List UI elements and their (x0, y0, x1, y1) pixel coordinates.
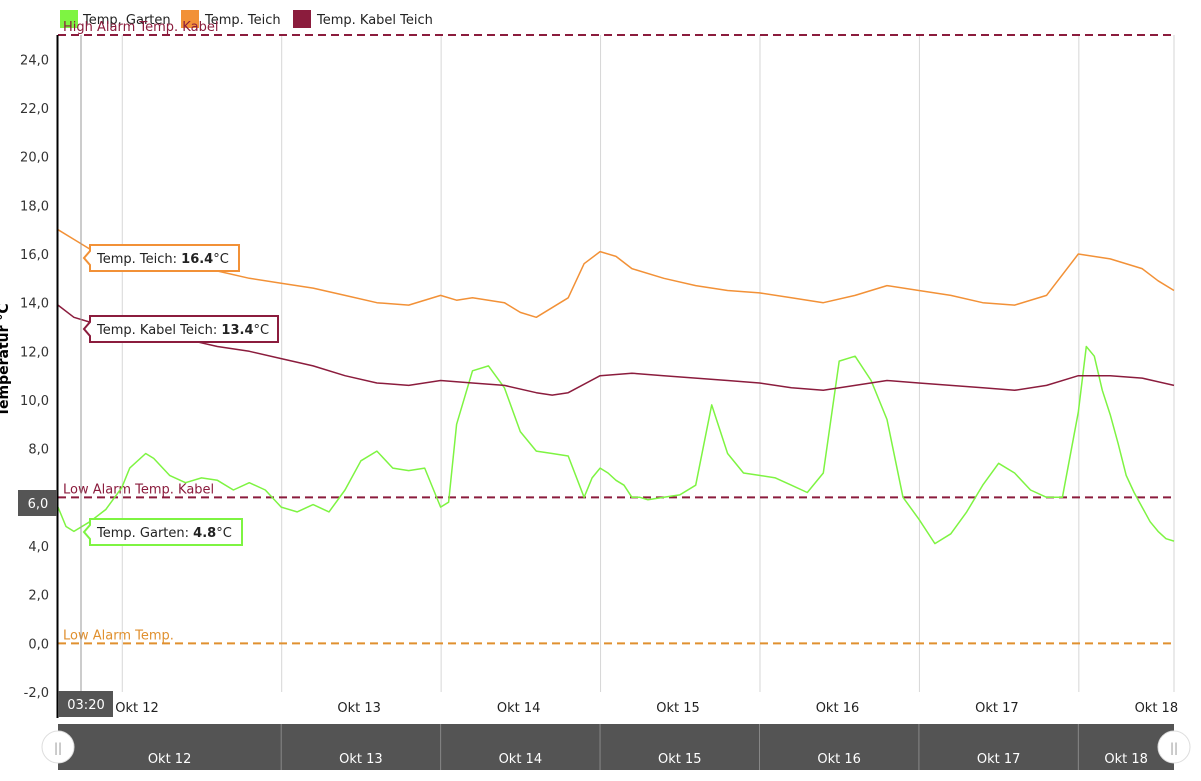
navigator[interactable]: Okt 12 Okt 13 Okt 14 Okt 15 Okt 16 Okt 17 Okt … (41, 724, 1191, 770)
y-tick-label: 12,0 (20, 345, 49, 360)
navigator-handle-right[interactable]: || (1157, 730, 1191, 764)
x-axis-ticks: Okt 12 Okt 13 Okt 14 Okt 15 Okt 16 Okt 17 Okt … (115, 701, 1178, 716)
crosshair-x-label-text: 03:20 (67, 698, 104, 713)
legend-swatch-garten (60, 10, 78, 28)
legend-swatch-kabel-teich (293, 10, 311, 28)
x-tick-label: Okt 16 (816, 701, 860, 716)
x-tick-label: Okt 17 (975, 701, 1019, 716)
legend-label-garten: Temp. Garten (82, 13, 171, 28)
alarm-line-label: High Alarm Temp. Kabel (63, 20, 218, 35)
grid (121, 35, 1175, 692)
x-tick-label: Okt 13 (337, 701, 381, 716)
navigator-handle-left-grip-icon: || (54, 741, 62, 755)
navigator-handle-right-circle[interactable] (1157, 730, 1191, 764)
tooltip-garten-unit: °C (216, 526, 232, 541)
tooltip-teich-box (82, 244, 240, 272)
alarm-line-label: Low Alarm Temp. (63, 628, 174, 643)
crosshair-y-label-box (18, 490, 57, 516)
series (57, 229, 1175, 545)
navigator-label: Okt 16 (817, 752, 861, 767)
tooltip-kabel-teich-prefix: Temp. Kabel Teich: (96, 323, 221, 338)
crosshair-x-label: 03:20 (58, 691, 113, 717)
x-tick-label: Okt 18 (1135, 701, 1179, 716)
y-tick-label: 24,0 (20, 53, 49, 68)
alarm-lines: High Alarm Temp. Kabel Low Alarm Temp. Ka… (58, 20, 1174, 645)
crosshair-y-label-text: 6,0 (28, 497, 49, 512)
y-tick-label: 14,0 (20, 297, 49, 312)
tooltip-kabel-teich-unit: °C (254, 323, 270, 338)
legend-label-kabel-teich: Temp. Kabel Teich (316, 13, 433, 28)
tooltip-garten: Temp. Garten: 4.8°C (82, 518, 243, 546)
crosshair-x-label-box (58, 691, 113, 717)
tooltip-garten-value: 4.8 (193, 526, 216, 541)
series-line-1[interactable] (57, 229, 1175, 319)
y-tick-label: 2,0 (28, 589, 49, 604)
navigator-label: Okt 14 (499, 752, 543, 767)
legend-swatch-teich (181, 10, 199, 28)
navigator-handle-right-grip-icon: || (1170, 741, 1178, 755)
navigator-handle-left-circle[interactable] (41, 730, 75, 764)
tooltip-teich: Temp. Teich: 16.4°C (82, 244, 240, 272)
y-tick-label: -2,0 (24, 686, 49, 701)
navigator-label: Okt 12 (148, 752, 192, 767)
tooltip-garten-prefix: Temp. Garten: (96, 526, 193, 541)
y-tick-label: 16,0 (20, 248, 49, 263)
y-tick-label: 22,0 (20, 102, 49, 117)
series-line-0[interactable] (57, 345, 1175, 545)
alarm-line-label: Low Alarm Temp. Kabel (63, 482, 214, 497)
crosshair-y-label: 6,0 (18, 490, 57, 516)
y-tick-label: 10,0 (20, 394, 49, 409)
tooltip-teich-text: Temp. Teich: 16.4°C (96, 252, 229, 267)
legend-item-garten[interactable]: Temp. Garten (60, 10, 171, 28)
series-line-2[interactable] (57, 304, 1175, 396)
navigator-labels: Okt 12 Okt 13 Okt 14 Okt 15 Okt 16 Okt 17 Okt … (148, 724, 1148, 770)
y-tick-label: 4,0 (28, 540, 49, 555)
tooltip-garten-text: Temp. Garten: 4.8°C (96, 526, 232, 541)
legend-label-teich: Temp. Teich (204, 13, 281, 28)
tooltip-teich-unit: °C (213, 252, 229, 267)
navigator-handle-left[interactable]: || (41, 730, 75, 764)
tooltip-kabel-teich-text: Temp. Kabel Teich: 13.4°C (96, 323, 269, 338)
navigator-background (58, 724, 1174, 770)
tooltip-teich-prefix: Temp. Teich: (96, 252, 181, 267)
y-tick-label: 0,0 (28, 637, 49, 652)
navigator-label: Okt 13 (339, 752, 383, 767)
y-axis-ticks: -2,0 0,0 2,0 4,0 6,0 8,0 10,0 12,0 14,0 16,0 18,0 2… (20, 53, 49, 701)
x-tick-label: Okt 12 (115, 701, 159, 716)
legend-item-teich[interactable]: Temp. Teich (181, 10, 281, 28)
legend: Temp. Garten Temp. Teich Temp. Kabel Tei… (60, 10, 433, 28)
y-tick-label: 8,0 (28, 443, 49, 458)
tooltip-kabel-teich-value: 13.4 (221, 323, 253, 338)
navigator-label: Okt 18 (1104, 752, 1148, 767)
y-tick-label: 20,0 (20, 151, 49, 166)
tooltip-kabel-teich-box (82, 315, 279, 343)
legend-item-kabel-teich[interactable]: Temp. Kabel Teich (293, 10, 433, 28)
navigator-label: Okt 15 (658, 752, 702, 767)
y-axis-title: Temperatur °C (0, 303, 12, 416)
y-tick-label: 18,0 (20, 199, 49, 214)
tooltip-garten-box (82, 518, 243, 546)
x-tick-label: Okt 15 (656, 701, 700, 716)
tooltip-teich-value: 16.4 (181, 252, 213, 267)
navigator-label: Okt 17 (977, 752, 1021, 767)
tooltip-kabel-teich: Temp. Kabel Teich: 13.4°C (82, 315, 279, 343)
x-tick-label: Okt 14 (497, 701, 541, 716)
